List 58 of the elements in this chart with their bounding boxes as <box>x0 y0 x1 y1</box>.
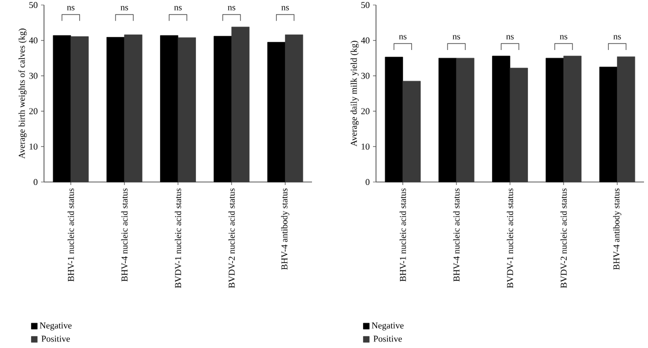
bar <box>563 56 582 182</box>
x-tick-label: BHV-4 nucleic acid status <box>121 188 128 282</box>
x-tick-label: BVDV-1 nucleic acid status <box>506 188 514 288</box>
y-tick-label: 20 <box>29 108 38 114</box>
x-tick-label: BHV-4 antibody status <box>613 188 622 270</box>
bar <box>214 36 232 182</box>
annotation: ns <box>452 35 460 40</box>
annotation: ns <box>67 6 74 10</box>
y-tick-label: 50 <box>361 2 370 8</box>
x-tick-label: BHV-4 nucleic acid status <box>453 188 460 282</box>
y-tick-label: 0 <box>34 178 38 186</box>
bar <box>124 34 142 182</box>
x-tick-label: BHV-1 nucleic acid status <box>68 188 74 282</box>
y-axis-title: Average birth weights of calves (kg) <box>18 28 27 159</box>
y-tick-label: 40 <box>29 37 38 44</box>
bar <box>106 37 125 182</box>
bar <box>70 36 89 182</box>
bar <box>231 26 250 182</box>
y-tick-label: 30 <box>361 72 370 79</box>
bar <box>178 37 196 182</box>
annotation: ns <box>613 35 621 40</box>
bar <box>456 58 474 182</box>
annotation: ns <box>399 35 406 40</box>
legend-label: Negative <box>40 322 72 330</box>
annotation: ns <box>506 35 514 40</box>
bar <box>599 66 618 182</box>
annotation: ns <box>560 35 568 40</box>
x-tick-label: BVDV-2 nucleic acid status <box>228 188 235 288</box>
bar <box>160 35 178 182</box>
bar <box>52 35 72 182</box>
annotation: ns <box>174 6 182 10</box>
y-tick-label: 40 <box>361 37 370 44</box>
y-tick-label: 30 <box>29 72 38 79</box>
bar <box>617 56 636 182</box>
y-tick-label: 50 <box>29 2 38 8</box>
bar <box>510 68 528 182</box>
annotation: ns <box>228 6 236 10</box>
annotation: ns <box>120 6 128 10</box>
bar <box>285 34 304 182</box>
annotation: ns <box>281 6 289 10</box>
x-tick-label: BVDV-2 nucleic acid status <box>560 188 567 288</box>
bar <box>267 42 286 182</box>
y-tick-label: 10 <box>362 144 370 150</box>
bar <box>384 56 404 182</box>
x-tick-label: BHV-1 nucleic acid status <box>400 188 406 282</box>
bar <box>546 58 564 182</box>
legend-label: Positive <box>374 336 402 342</box>
y-axis-title: Average daily milk yield (kg) <box>350 40 359 146</box>
x-tick-label: BVDV-1 nucleic acid status <box>174 188 182 288</box>
y-tick-label: 10 <box>30 144 38 150</box>
bar <box>438 58 457 182</box>
x-tick-label: BHV-4 antibody status <box>281 188 290 270</box>
bar <box>402 80 421 182</box>
legend-label: Positive <box>42 336 70 342</box>
bar <box>492 56 510 182</box>
legend-label: Negative <box>372 322 404 330</box>
y-tick-label: 20 <box>361 108 370 114</box>
y-tick-label: 0 <box>366 178 370 186</box>
